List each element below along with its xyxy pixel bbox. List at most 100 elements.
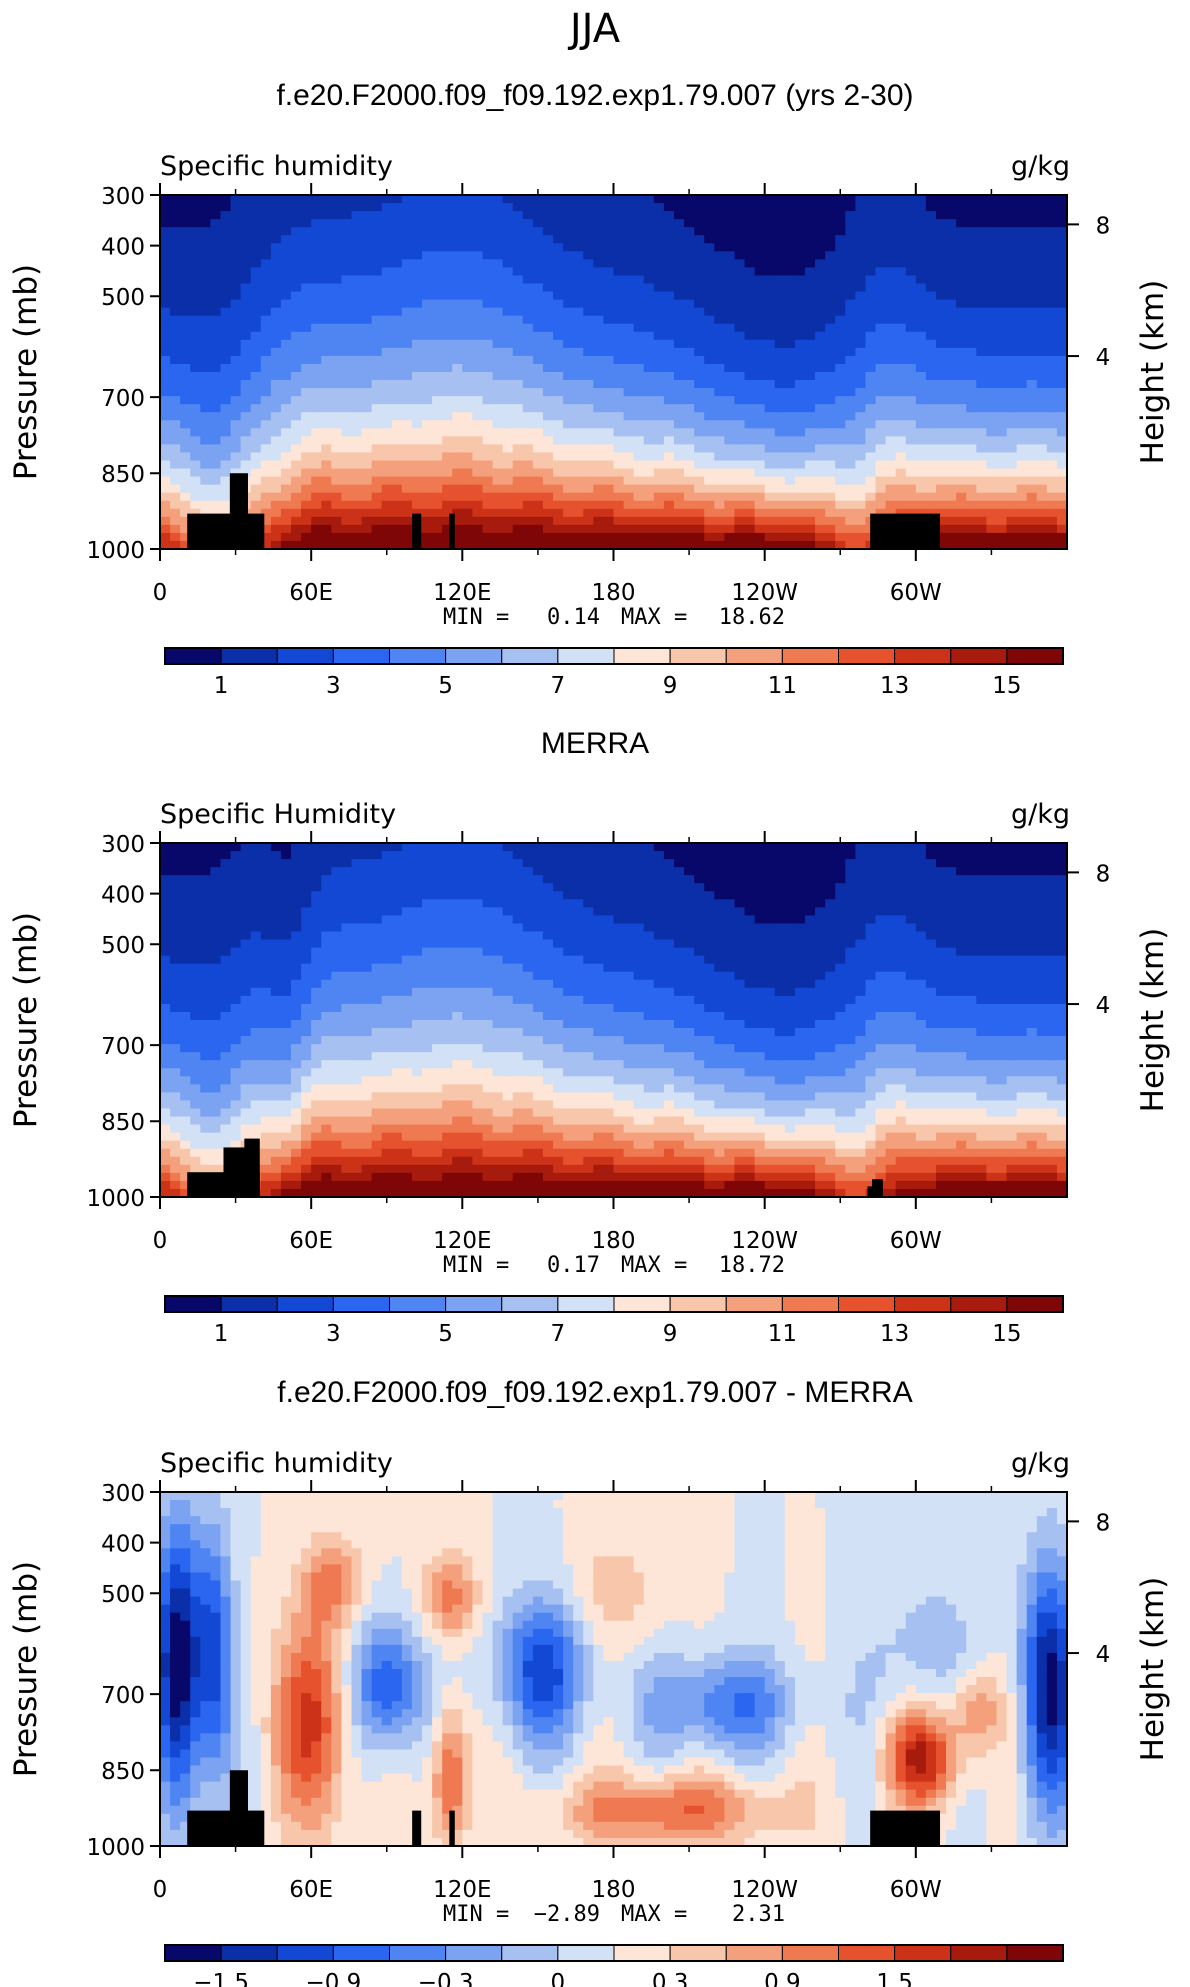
contour-cell — [1026, 299, 1038, 309]
contour-cell — [845, 915, 856, 925]
contour-cell — [966, 203, 977, 212]
contour-cell — [391, 380, 403, 389]
contour-cell — [230, 195, 242, 204]
contour-cell — [653, 468, 665, 478]
contour-cell — [462, 259, 474, 269]
contour-cell — [583, 251, 594, 260]
contour-cell — [371, 388, 383, 397]
contour-cell — [351, 291, 363, 301]
contour-cell — [925, 875, 937, 884]
contour-cell — [583, 380, 594, 389]
contour-cell — [482, 315, 494, 325]
contour-cell — [643, 363, 655, 373]
contour-cell — [210, 508, 222, 518]
contour-cell — [502, 315, 514, 325]
contour-cell — [946, 444, 957, 454]
contour-cell — [371, 540, 383, 550]
contour-cell — [270, 444, 282, 454]
contour-cell — [663, 468, 675, 478]
contour-cell — [1036, 283, 1048, 293]
contour-cell — [220, 492, 232, 502]
contour-cell — [381, 859, 393, 868]
contour-cell — [1016, 396, 1028, 405]
contour-cell — [804, 899, 816, 908]
contour-cell — [563, 444, 574, 454]
contour-cell — [482, 267, 494, 277]
contour-cell — [482, 251, 494, 260]
contour-cell — [744, 283, 756, 293]
contour-cell — [583, 500, 594, 510]
contour-cell — [422, 428, 433, 437]
contour-cell — [432, 532, 443, 542]
contour-cell — [915, 291, 927, 301]
contour-cell — [573, 259, 584, 269]
contour-cell — [815, 283, 826, 293]
contour-cell — [925, 396, 937, 405]
contour-cell — [935, 540, 947, 550]
contour-cell — [502, 476, 514, 486]
contour-cell — [321, 851, 332, 860]
contour-cell — [704, 203, 715, 212]
contour-cell — [532, 468, 544, 478]
contour-cell — [1016, 867, 1028, 876]
contour-cell — [593, 235, 605, 244]
contour-cell — [381, 283, 393, 293]
contour-cell — [482, 428, 494, 437]
contour-cell — [663, 388, 675, 397]
contour-cell — [734, 875, 746, 884]
contour-cell — [371, 492, 383, 502]
contour-cell — [935, 339, 947, 349]
contour-cell — [865, 444, 877, 454]
contour-cell — [663, 307, 675, 317]
contour-cell — [1026, 404, 1038, 413]
contour-cell — [280, 500, 292, 510]
contour-cell — [442, 444, 453, 454]
contour-cell — [825, 452, 836, 462]
contour-cell — [532, 859, 544, 868]
contour-cell — [492, 396, 504, 405]
contour-cell — [976, 203, 987, 212]
contour-cell — [230, 396, 242, 405]
contour-cell — [623, 484, 635, 494]
contour-cell — [885, 859, 897, 868]
contour-cell — [492, 388, 504, 397]
contour-cell — [714, 372, 725, 381]
contour-cell — [472, 452, 484, 462]
contour-cell — [613, 243, 625, 252]
contour-cell — [845, 219, 856, 228]
contour-cell — [925, 275, 937, 285]
contour-cell — [401, 372, 413, 381]
contour-cell — [502, 347, 514, 357]
contour-cell — [270, 500, 282, 510]
contour-cell — [835, 331, 846, 341]
contour-cell — [885, 907, 897, 917]
contour-cell — [502, 907, 514, 917]
contour-cell — [966, 428, 977, 437]
contour-cell — [230, 355, 242, 365]
contour-cell — [694, 251, 705, 260]
contour-cell — [915, 347, 927, 357]
contour-cell — [432, 516, 443, 526]
contour-cell — [935, 363, 947, 373]
contour-cell — [946, 532, 957, 542]
contour-cell — [966, 211, 977, 220]
contour-cell — [593, 516, 605, 526]
contour-cell — [220, 331, 232, 341]
contour-cell — [422, 339, 433, 349]
contour-cell — [875, 372, 887, 381]
contour-cell — [502, 492, 514, 502]
contour-cell — [482, 524, 494, 534]
contour-cell — [845, 275, 856, 285]
contour-cell — [250, 867, 262, 876]
contour-cell — [613, 859, 625, 868]
contour-cell — [532, 500, 544, 510]
contour-cell — [442, 227, 453, 236]
contour-cell — [653, 323, 665, 333]
contour-cell — [673, 396, 685, 405]
contour-cell — [220, 412, 232, 421]
colorbar-swatch — [220, 647, 278, 665]
contour-cell — [643, 444, 655, 454]
contour-cell — [804, 219, 816, 228]
contour-cell — [553, 339, 564, 349]
contour-cell — [673, 243, 685, 252]
